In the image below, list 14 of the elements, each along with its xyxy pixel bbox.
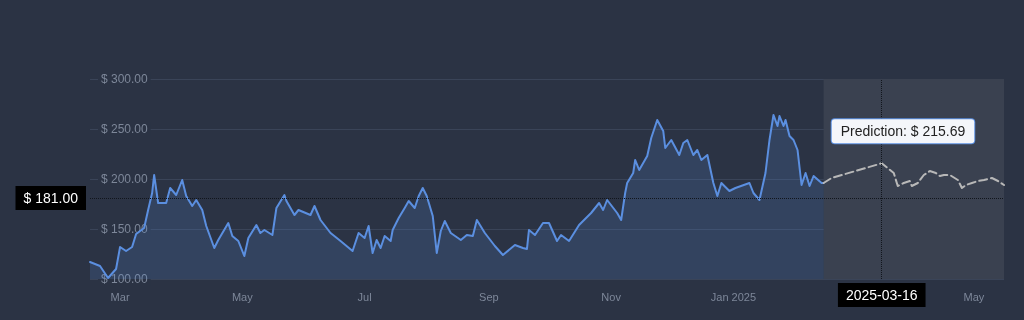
annotation: Prediction: $ 215.69 [840,123,966,140]
y-tick-label: $ 250.00 [101,122,149,136]
x-tick-label: May [231,290,254,303]
y-tick-label: $ 300.00 [101,72,149,86]
x-tick-label: Jul [357,290,372,303]
x-tick-label: Jan 2025 [710,290,757,303]
ref-line-label: $ 181.00 [23,190,79,206]
x-tick-label: Mar [110,290,130,303]
x-tick-label: Nov [601,290,622,303]
x-tick-label: Sep [479,290,499,303]
x-tick-label: May [963,290,985,303]
line-series [822,162,1005,189]
y-tick-label: $ 200.00 [101,172,149,186]
ref-line-label: 2025-03-16 [845,287,918,303]
